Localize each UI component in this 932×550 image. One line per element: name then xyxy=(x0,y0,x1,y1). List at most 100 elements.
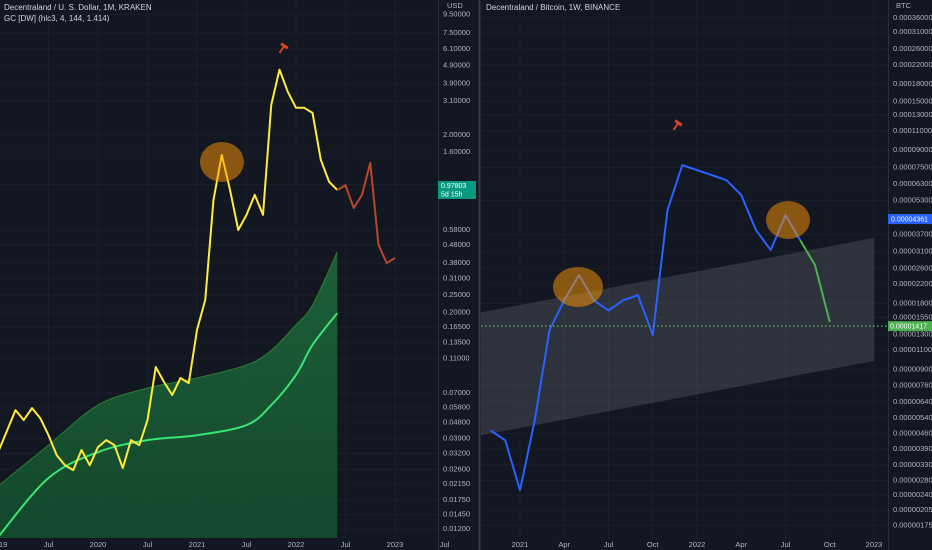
highlight-circle xyxy=(766,201,810,239)
price-tag xyxy=(888,321,932,332)
y-tick-label: 0.03200 xyxy=(443,449,470,458)
axis-unit: USD xyxy=(447,1,463,10)
y-tick-label: 0.31000 xyxy=(443,274,470,283)
x-tick-label: 2021 xyxy=(189,540,206,549)
chart-title: Decentraland / Bitcoin, 1W, BINANCE xyxy=(486,3,620,12)
axis-unit: BTC xyxy=(896,1,912,10)
y-tick-label: 0.00005300 xyxy=(893,195,932,204)
x-tick-label: 2019 xyxy=(0,540,7,549)
y-tick-label: 4.90000 xyxy=(443,61,470,70)
line xyxy=(0,312,339,537)
y-tick-label: 0.13500 xyxy=(443,338,470,347)
y-tick-label: 0.00000330 xyxy=(893,460,932,469)
y-tick-label: 0.00006300 xyxy=(893,179,932,188)
y-tick-label: 0.00000390 xyxy=(893,444,932,453)
y-tick-label: 0.07000 xyxy=(443,388,470,397)
band-area xyxy=(0,251,338,538)
x-tick-label: Oct xyxy=(647,540,660,549)
y-tick-label: 0.00001550 xyxy=(893,313,932,322)
line xyxy=(0,68,338,472)
y-tick-label: 7.50000 xyxy=(443,28,470,37)
x-tick-label: Oct xyxy=(824,540,837,549)
x-tick-label: Jul xyxy=(44,540,54,549)
x-tick-label: Jul xyxy=(341,540,351,549)
last-price-label: 0.97803 xyxy=(441,183,466,190)
price-tag-label: 0.00001417 xyxy=(890,323,927,330)
x-tick-label: 2023 xyxy=(866,540,883,549)
x-tick-label: Jul xyxy=(604,540,614,549)
y-tick-label: 0.25000 xyxy=(443,290,470,299)
x-tick-label: 2021 xyxy=(512,540,529,549)
highlight-circle xyxy=(553,267,603,307)
y-tick-label: 0.20000 xyxy=(443,307,470,316)
y-tick-label: 0.00000175 xyxy=(893,520,932,529)
highlight-circle xyxy=(200,142,244,182)
y-tick-label: 0.00000460 xyxy=(893,428,932,437)
x-tick-label: Apr xyxy=(735,540,747,549)
y-tick-label: 0.00001300 xyxy=(893,329,932,338)
line xyxy=(336,161,396,265)
indicator-label: GC [DW] (hlc3, 4, 144, 1.414) xyxy=(4,14,110,23)
y-tick-label: 3.10000 xyxy=(443,96,470,105)
y-tick-label: 0.00022000 xyxy=(893,60,932,69)
y-tick-label: 0.00007500 xyxy=(893,162,932,171)
y-tick-label: 0.00000205 xyxy=(893,505,932,514)
y-tick-label: 0.01750 xyxy=(443,495,470,504)
chart-title: Decentraland / U. S. Dollar, 1M, KRAKEN xyxy=(4,3,152,12)
y-tick-label: 0.11000 xyxy=(443,353,470,362)
x-tick-label: 2020 xyxy=(90,540,107,549)
y-tick-label: 0.00003700 xyxy=(893,230,932,239)
last-price-tag xyxy=(438,180,476,199)
y-tick-label: 0.00002200 xyxy=(893,279,932,288)
y-tick-label: 0.58000 xyxy=(443,225,470,234)
y-tick-label: 3.90000 xyxy=(443,78,470,87)
last-price-tag xyxy=(888,214,932,225)
y-tick-label: 0.00000280 xyxy=(893,476,932,485)
x-tick-label: Jul xyxy=(781,540,791,549)
y-tick-label: 0.00000900 xyxy=(893,364,932,373)
line xyxy=(0,251,338,486)
last-price-label: 0.00004361 xyxy=(891,216,928,223)
y-tick-label: 2.00000 xyxy=(443,130,470,139)
y-tick-label: 0.02600 xyxy=(443,465,470,474)
y-tick-label: 0.00031000 xyxy=(893,27,932,36)
y-tick-label: 0.00001100 xyxy=(893,345,932,354)
countdown-label: 5d 15h xyxy=(441,191,463,198)
y-tick-label: 0.03900 xyxy=(443,433,470,442)
x-tick-label: Jul xyxy=(242,540,252,549)
y-tick-label: 9.50000 xyxy=(443,10,470,19)
x-tick-label: Apr xyxy=(558,540,570,549)
y-tick-label: 0.01450 xyxy=(443,510,470,519)
x-tick-label: 2022 xyxy=(288,540,305,549)
y-tick-label: 0.00018000 xyxy=(893,79,932,88)
x-tick-label: Jul xyxy=(440,540,450,549)
y-tick-label: 0.00002600 xyxy=(893,263,932,272)
x-tick-label: 2023 xyxy=(387,540,404,549)
y-tick-label: 0.00015000 xyxy=(893,96,932,105)
y-tick-label: 0.00000540 xyxy=(893,413,932,422)
y-tick-label: 0.02150 xyxy=(443,479,470,488)
x-tick-label: 2022 xyxy=(689,540,706,549)
y-tick-label: 0.00003100 xyxy=(893,247,932,256)
left-plot xyxy=(0,0,438,538)
y-tick-label: 0.00001800 xyxy=(893,298,932,307)
annotations xyxy=(200,42,810,307)
y-tick-label: 0.16500 xyxy=(443,322,470,331)
line xyxy=(489,164,802,492)
y-tick-label: 0.04800 xyxy=(443,417,470,426)
y-tick-label: 0.01200 xyxy=(443,524,470,533)
line xyxy=(799,239,831,323)
y-tick-label: 0.00011000 xyxy=(893,126,932,135)
right-plot xyxy=(481,0,888,540)
y-tick-label: 0.00000640 xyxy=(893,397,932,406)
y-tick-label: 0.48000 xyxy=(443,240,470,249)
y-tick-label: 0.38000 xyxy=(443,258,470,267)
y-tick-label: 6.10000 xyxy=(443,44,470,53)
y-tick-label: 0.00036000 xyxy=(893,13,932,22)
y-tick-label: 0.05800 xyxy=(443,403,470,412)
hammer-icon xyxy=(672,119,683,131)
channel xyxy=(481,237,874,436)
y-tick-label: 0.00009000 xyxy=(893,145,932,154)
